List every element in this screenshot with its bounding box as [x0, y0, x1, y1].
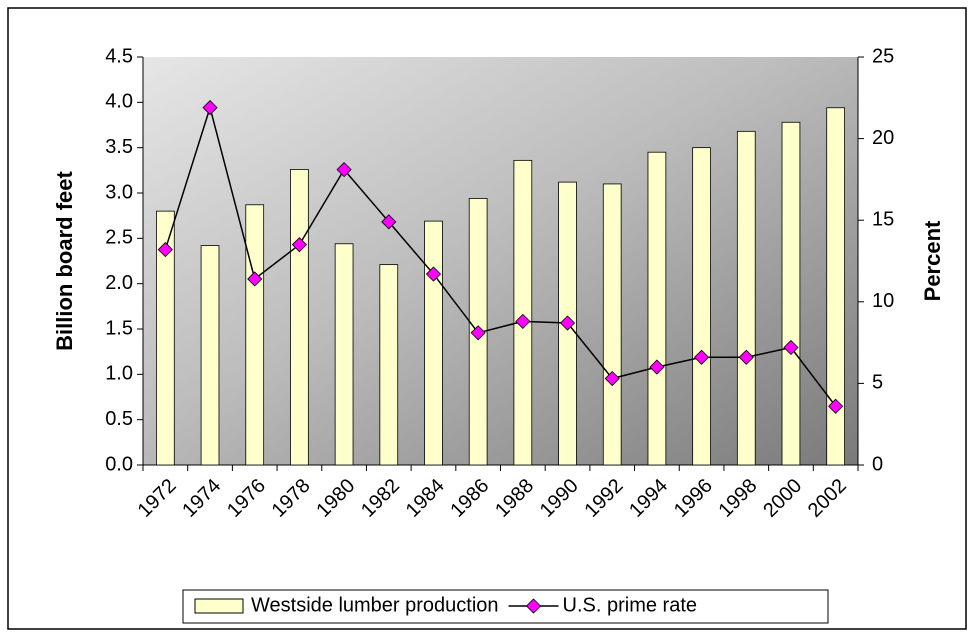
y-tick-label: 4.0: [105, 91, 133, 113]
bar: [245, 204, 265, 466]
line: [164, 104, 837, 407]
marker: [738, 349, 754, 365]
y2-tick-label: 20: [872, 127, 894, 149]
bar: [156, 210, 175, 466]
legend: [182, 589, 829, 624]
marker: [694, 349, 710, 365]
bar: [290, 169, 309, 466]
marker: [783, 339, 799, 356]
marker: [425, 266, 442, 282]
y-tick-label: 2.0: [105, 272, 133, 294]
bar: [424, 220, 443, 466]
bar: [736, 130, 756, 466]
y-tick-label: 3.5: [105, 136, 133, 158]
bar: [647, 151, 667, 466]
y-tick-label: 1.5: [105, 317, 133, 339]
y2-tick-label: 15: [872, 208, 894, 230]
legend-label: U.S. prime rate: [563, 594, 697, 616]
legend-label: Westside lumber production: [251, 594, 499, 616]
bar: [826, 107, 845, 466]
bar: [334, 243, 354, 466]
y2-tick-label: 25: [872, 45, 894, 67]
y2-tick-label: 10: [872, 290, 894, 312]
marker: [247, 271, 263, 287]
y-tick-label: 3.0: [105, 181, 133, 203]
bar: [781, 121, 801, 466]
bar: [513, 159, 533, 466]
marker: [202, 100, 218, 116]
marker: [157, 242, 173, 258]
marker: [470, 325, 486, 341]
bar: [602, 183, 622, 466]
bar: [200, 245, 220, 466]
legend-swatch: [194, 598, 244, 614]
y-tick-label: 1.0: [105, 363, 133, 385]
y2-tick-label: 0: [872, 453, 883, 475]
marker: [559, 315, 576, 331]
y-tick-label: 0.0: [105, 453, 133, 475]
y-tick-label: 2.5: [105, 227, 133, 249]
marker: [649, 359, 665, 375]
y2-tick-label: 5: [872, 372, 883, 394]
bar: [692, 147, 711, 466]
y-axis-title: Billion board feet: [52, 170, 77, 350]
legend-marker: [525, 598, 542, 614]
marker: [828, 398, 844, 414]
marker: [604, 370, 620, 387]
bar: [379, 264, 399, 466]
marker: [291, 237, 307, 253]
marker: [381, 214, 397, 230]
y-tick-label: 4.5: [105, 45, 133, 67]
y2-axis-title: Percent: [920, 220, 945, 301]
y-tick-label: 0.5: [105, 408, 133, 430]
marker: [515, 313, 531, 329]
marker: [336, 162, 352, 178]
